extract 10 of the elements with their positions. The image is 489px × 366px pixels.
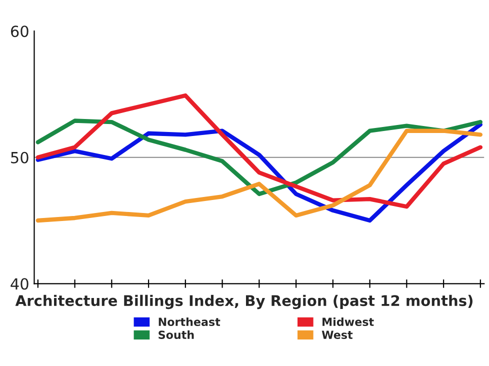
line-series	[36, 93, 483, 209]
legend-label: South	[158, 330, 194, 340]
text: Architecture Billings Index, By Region (past 12 months)	[15, 294, 472, 310]
line-series	[36, 118, 483, 196]
y-tick-label: 60	[10, 26, 28, 38]
legend-label: Midwest	[322, 317, 374, 326]
y-tick-label: 50	[11, 152, 28, 164]
legend-label: West	[322, 330, 353, 340]
y-tick-label: 40	[10, 278, 28, 290]
legend-label: Northeast	[158, 317, 220, 326]
